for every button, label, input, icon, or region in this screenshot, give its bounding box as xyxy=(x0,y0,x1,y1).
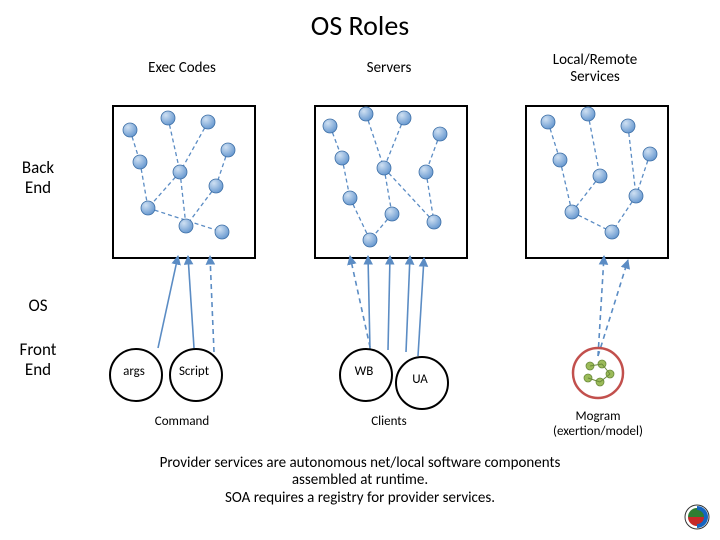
bubble-script-label: Script xyxy=(169,365,219,380)
label-clients: Clients xyxy=(314,415,464,430)
footer-text: Provider services are autonomous net/loc… xyxy=(0,455,720,507)
label-mogram: Mogram (exertion/model) xyxy=(510,410,686,440)
bubble-ua-label: UA xyxy=(395,373,445,388)
bubble-args-label: args xyxy=(109,365,159,380)
logo-icon xyxy=(684,504,710,530)
label-command: Command xyxy=(112,415,252,430)
bubble-wb-label: WB xyxy=(339,365,389,380)
